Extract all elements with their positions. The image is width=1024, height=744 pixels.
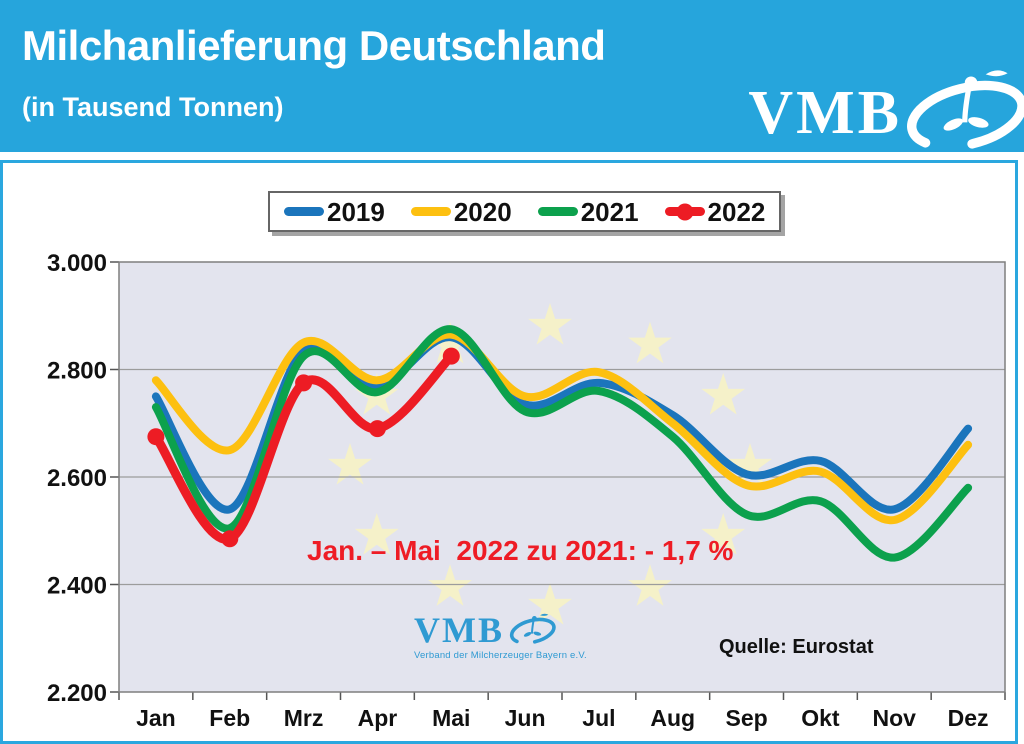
x-axis-label: Okt: [801, 705, 840, 731]
data-point-2022: [295, 374, 313, 392]
x-axis-label: Apr: [358, 705, 398, 731]
x-axis-label: Aug: [650, 705, 695, 731]
legend-swatch-2019: [284, 207, 324, 216]
vmb-watermark-org: Verband der Milcherzeuger Bayern e.V.: [414, 650, 587, 661]
data-point-2022: [147, 428, 165, 446]
x-axis-label: Nov: [873, 705, 917, 731]
eu-star-icon: [328, 443, 372, 485]
eu-star-icon: [528, 303, 572, 345]
x-axis-label: Feb: [209, 705, 250, 731]
eu-star-icon: [628, 321, 672, 364]
y-axis-label: 2.400: [47, 573, 107, 600]
eu-star-icon: [354, 513, 399, 555]
legend-item-2022: 2022: [664, 196, 766, 227]
y-axis-label: 2.600: [47, 465, 107, 492]
eu-star-icon: [728, 443, 772, 485]
vmb-watermark-swirl-icon: [509, 613, 556, 645]
data-point-2022: [442, 347, 460, 365]
chart-legend: 2019 2020 2021 2022: [268, 191, 782, 232]
series-line-2021: [151, 325, 973, 562]
eu-star-icon: [528, 583, 572, 625]
vmb-logo-header: VMB: [748, 66, 1024, 152]
vmb-swirl-icon: [907, 70, 1024, 152]
series-line-2020: [151, 330, 973, 525]
x-axis-label: Mrz: [284, 705, 324, 731]
legend-item-2020: 2020: [410, 196, 512, 227]
y-axis-label: 3.000: [47, 250, 107, 277]
x-axis-label: Dez: [948, 705, 989, 731]
legend-label-2020: 2020: [453, 196, 512, 227]
y-axis-label: 2.200: [47, 680, 107, 707]
legend-item-2021: 2021: [537, 196, 639, 227]
legend-label-2021: 2021: [580, 196, 639, 227]
annotation-text: Jan. – Mai 2022 zu 2021: - 1,7 %: [307, 535, 734, 566]
y-axis-label: 2.800: [47, 358, 107, 385]
eu-star-icon: [701, 513, 746, 555]
x-axis-label: Jun: [505, 705, 546, 731]
eu-star-icon: [428, 321, 472, 364]
chart-container: 3.000 2.800 2.600 2.400 2.200 Jan Feb Mrz Apr Mai…: [0, 160, 1018, 744]
vmb-logo-text: VMB: [748, 79, 902, 147]
data-point-2022: [221, 530, 239, 548]
legend-item-2019: 2019: [284, 199, 385, 225]
x-axis-label: Sep: [725, 705, 767, 731]
legend-label-2019: 2019: [327, 196, 385, 227]
vmb-watermark-text: VMB: [414, 610, 504, 650]
page-title: Milchanlieferung Deutschland: [22, 22, 606, 69]
legend-swatch-2022: [664, 203, 705, 220]
x-axis-label: Jan: [136, 705, 176, 731]
plot-svg: 3.000 2.800 2.600 2.400 2.200 Jan Feb Mrz Apr Mai…: [47, 250, 1006, 731]
plot-border: [118, 261, 1006, 693]
header-band: Milchanlieferung Deutschland (in Tausend…: [0, 0, 1024, 152]
source-label: Quelle: Eurostat: [719, 636, 874, 658]
x-axis-label: Jul: [582, 705, 615, 731]
x-axis-label: Mai: [432, 705, 470, 731]
data-point-2022: [368, 420, 386, 438]
vmb-watermark: VMB Verband der Milcherzeuger Bayern e.V…: [414, 612, 587, 661]
legend-swatch-2020: [410, 207, 451, 216]
legend-swatch-2021: [537, 207, 578, 216]
legend-marker-dot: [676, 203, 694, 220]
eu-star-icon: [701, 373, 746, 415]
legend-label-2022: 2022: [707, 196, 766, 227]
page-subtitle: (in Tausend Tonnen): [22, 92, 284, 122]
